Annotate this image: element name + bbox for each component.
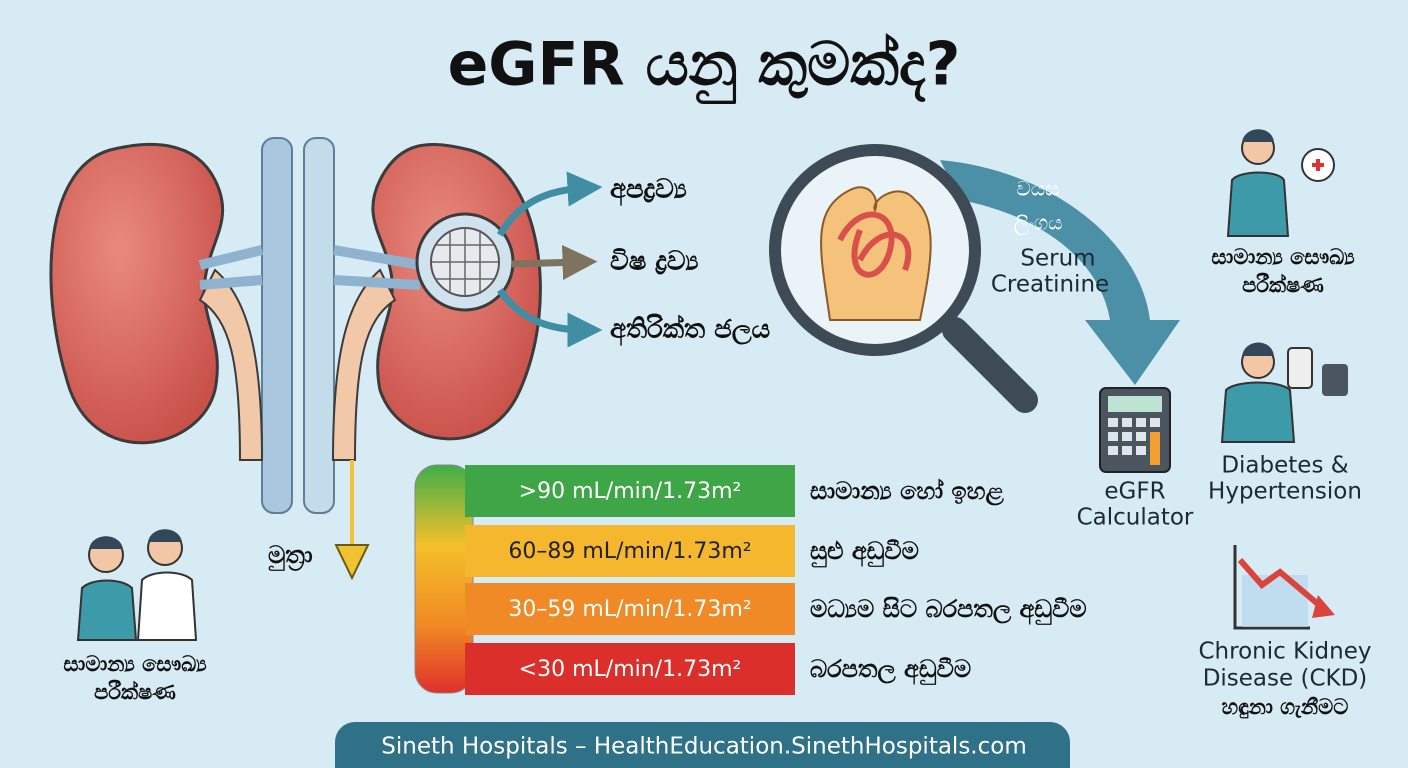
checkup-label: සාමාන්‍ය සෞඛ්‍ය [63, 652, 206, 676]
input-label: Creatinine [991, 272, 1109, 298]
person-icons [76, 129, 1348, 641]
stage-meaning: සුළු අඩුවීම [810, 537, 919, 567]
stage-range: >90 mL/min/1.73m² [519, 479, 742, 504]
footer-text: Sineth Hospitals – HealthEducation.Sinet… [381, 734, 1026, 760]
stage-band [465, 643, 795, 695]
use-label: හඳුනා ගැනීමට [1222, 695, 1349, 719]
stage-range: <30 mL/min/1.73m² [519, 657, 742, 682]
use-label: සාමාන්‍ය සෞඛ්‍ය [1211, 245, 1354, 269]
calculator-label: Calculator [1077, 505, 1194, 531]
stage-band [465, 583, 795, 635]
filtration-arrows [334, 171, 603, 581]
stage-range: 60–89 mL/min/1.73m² [508, 539, 751, 564]
calculator-icon [1099, 387, 1171, 473]
use-label: Diabetes & [1221, 453, 1348, 479]
calculator-label: eGFR [1104, 479, 1165, 505]
footer-bar [335, 722, 1070, 768]
gauge-strip [414, 464, 474, 694]
input-label: ලිංගය [1013, 211, 1062, 236]
stage-band [465, 465, 795, 517]
stage-range: 30–59 mL/min/1.73m² [508, 597, 751, 622]
stage-band [465, 525, 795, 577]
kidney-illustration [49, 137, 542, 514]
use-label: Hypertension [1208, 479, 1362, 505]
use-label: පරීක්ෂණ [1242, 273, 1324, 297]
use-label: Chronic Kidney [1199, 639, 1372, 665]
checkup-label: පරීක්ෂණ [94, 680, 176, 704]
use-label: Disease (CKD) [1203, 666, 1368, 692]
stage-meaning: සාමාන්‍ය හෝ ඉහළ [810, 477, 1004, 506]
urine-label: මුත්‍රා [268, 541, 313, 571]
stage-meaning: මධ්‍යම සිට බරපතල අඩුවීම [810, 595, 1087, 625]
stage-meaning: බරපතල අඩුවීම [810, 655, 971, 685]
input-label: වයස [1016, 177, 1059, 201]
output-label: අපද්‍රව්‍ය [610, 175, 687, 207]
magnifier [769, 144, 1180, 413]
title: eGFR යනු කුමක්ද? [448, 30, 961, 104]
output-label: අතිරික්ත ජලය [610, 314, 771, 347]
output-label: විෂ ද්‍රව්‍ය [610, 247, 699, 277]
stage-table: >90 mL/min/1.73m² සාමාන්‍ය හෝ ඉහළ 60–89 mL… [465, 465, 1087, 695]
input-label: Serum [1020, 246, 1095, 272]
